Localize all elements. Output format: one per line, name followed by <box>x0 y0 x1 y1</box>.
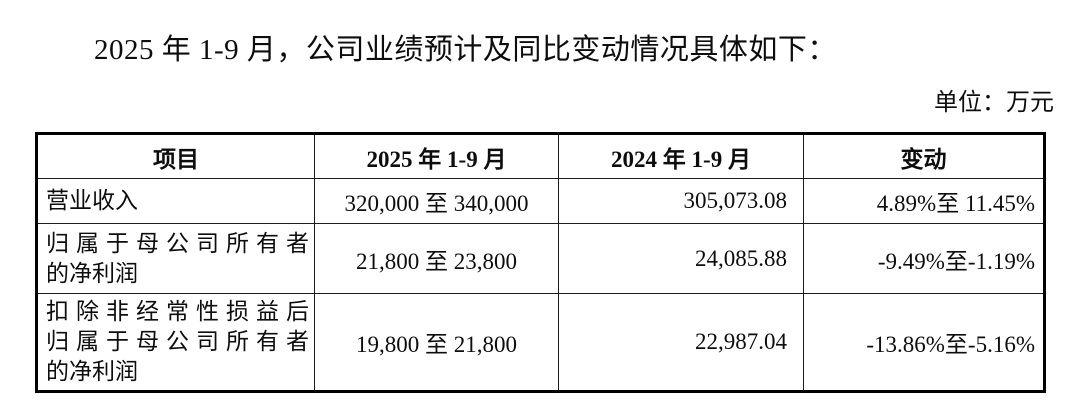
change-cell: -13.86%至-5.16% <box>803 293 1045 392</box>
item-label-line: 的净利润 <box>46 359 138 384</box>
item-label-line: 归属于母公司所有者 <box>46 329 309 354</box>
header-item: 项目 <box>36 133 315 179</box>
header-change: 变动 <box>803 133 1045 179</box>
change-cell: 4.89%至 11.45% <box>803 178 1045 224</box>
value-2025-cell: 21,800 至 23,800 <box>314 223 559 294</box>
value-2025-cell: 19,800 至 21,800 <box>314 293 559 392</box>
value-2024-cell: 24,085.88 <box>558 223 804 294</box>
value-2024-cell: 22,987.04 <box>558 293 804 392</box>
header-2024-period: 2024 年 1-9 月 <box>558 133 804 179</box>
performance-table: 项目 2025 年 1-9 月 2024 年 1-9 月 变动 营业收入 320… <box>35 132 1046 393</box>
header-2025-period: 2025 年 1-9 月 <box>314 133 559 179</box>
page-title: 2025 年 1-9 月，公司业绩预计及同比变动情况具体如下： <box>94 34 837 66</box>
item-label-line: 扣除非经常性损益后 <box>46 299 309 324</box>
unit-label: 单位：万元 <box>934 90 1054 116</box>
item-cell: 营业收入 <box>36 178 315 224</box>
value-2025-cell: 320,000 至 340,000 <box>314 178 559 224</box>
table-row-net-profit: 归属于母公司所有者 的净利润 21,800 至 23,800 24,085.88… <box>36 223 1045 294</box>
table-row-net-profit-excl-nonrecurring: 扣除非经常性损益后 归属于母公司所有者 的净利润 19,800 至 21,800… <box>36 293 1045 392</box>
item-label-line: 归属于母公司所有者 <box>46 230 309 256</box>
item-label: 营业收入 <box>46 188 138 213</box>
change-cell: -9.49%至-1.19% <box>803 223 1045 294</box>
table-header-row: 项目 2025 年 1-9 月 2024 年 1-9 月 变动 <box>36 133 1045 179</box>
value-2024-cell: 305,073.08 <box>558 178 804 224</box>
item-cell: 归属于母公司所有者 的净利润 <box>36 223 315 294</box>
item-label-line: 的净利润 <box>46 260 138 286</box>
table-row-revenue: 营业收入 320,000 至 340,000 305,073.08 4.89%至… <box>36 178 1045 224</box>
item-cell: 扣除非经常性损益后 归属于母公司所有者 的净利润 <box>36 293 315 392</box>
